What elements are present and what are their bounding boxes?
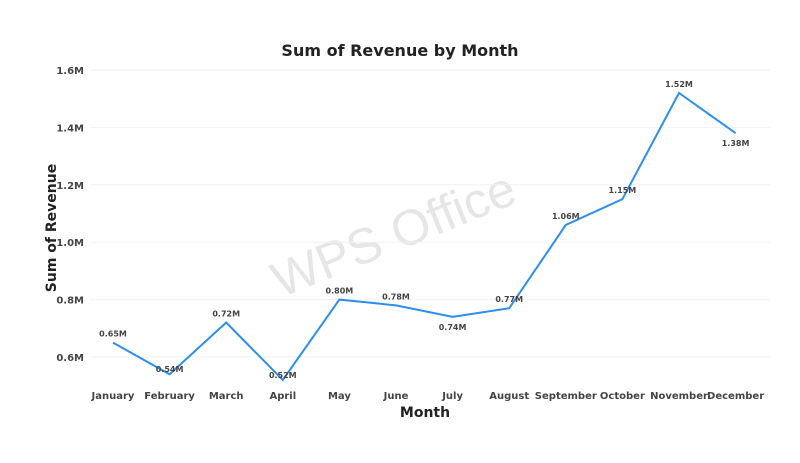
data-label: 1.15M xyxy=(609,186,637,195)
x-tick-label: December xyxy=(707,391,764,402)
x-tick-label: April xyxy=(269,391,296,402)
data-label: 0.52M xyxy=(269,371,297,380)
x-tick-label: March xyxy=(209,391,244,402)
x-tick-label: November xyxy=(650,391,708,402)
y-tick-label: 1.6M xyxy=(56,66,84,77)
data-label: 1.06M xyxy=(552,212,580,221)
y-axis-title: Sum of Revenue xyxy=(44,164,60,292)
data-label: 1.38M xyxy=(722,139,750,148)
x-tick-label: July xyxy=(441,391,463,402)
series-line xyxy=(112,91,737,382)
y-tick-label: 1.2M xyxy=(56,181,84,192)
y-tick-label: 0.6M xyxy=(56,353,84,364)
data-label: 1.52M xyxy=(665,80,693,89)
x-tick-label: February xyxy=(144,391,195,402)
watermark: WPS Office xyxy=(264,160,524,308)
x-tick-label: September xyxy=(535,391,597,402)
data-label: 0.78M xyxy=(382,292,410,301)
chart-title: Sum of Revenue by Month xyxy=(281,41,518,60)
data-label: 0.54M xyxy=(156,365,184,374)
data-label: 0.72M xyxy=(212,310,240,319)
y-tick-label: 1.4M xyxy=(56,123,84,134)
x-tick-label: June xyxy=(383,391,409,402)
data-label: 0.80M xyxy=(326,287,354,296)
x-tick-label: May xyxy=(328,391,351,402)
x-axis-title: Month xyxy=(400,405,450,421)
data-label: 0.74M xyxy=(439,323,467,332)
y-tick-label: 0.8M xyxy=(56,296,84,307)
data-label: 0.77M xyxy=(495,295,523,304)
y-tick-label: 1.0M xyxy=(56,238,84,249)
x-tick-label: August xyxy=(489,391,529,402)
data-label: 0.65M xyxy=(99,330,127,339)
x-tick-label: January xyxy=(91,391,135,402)
x-tick-label: October xyxy=(600,391,645,402)
